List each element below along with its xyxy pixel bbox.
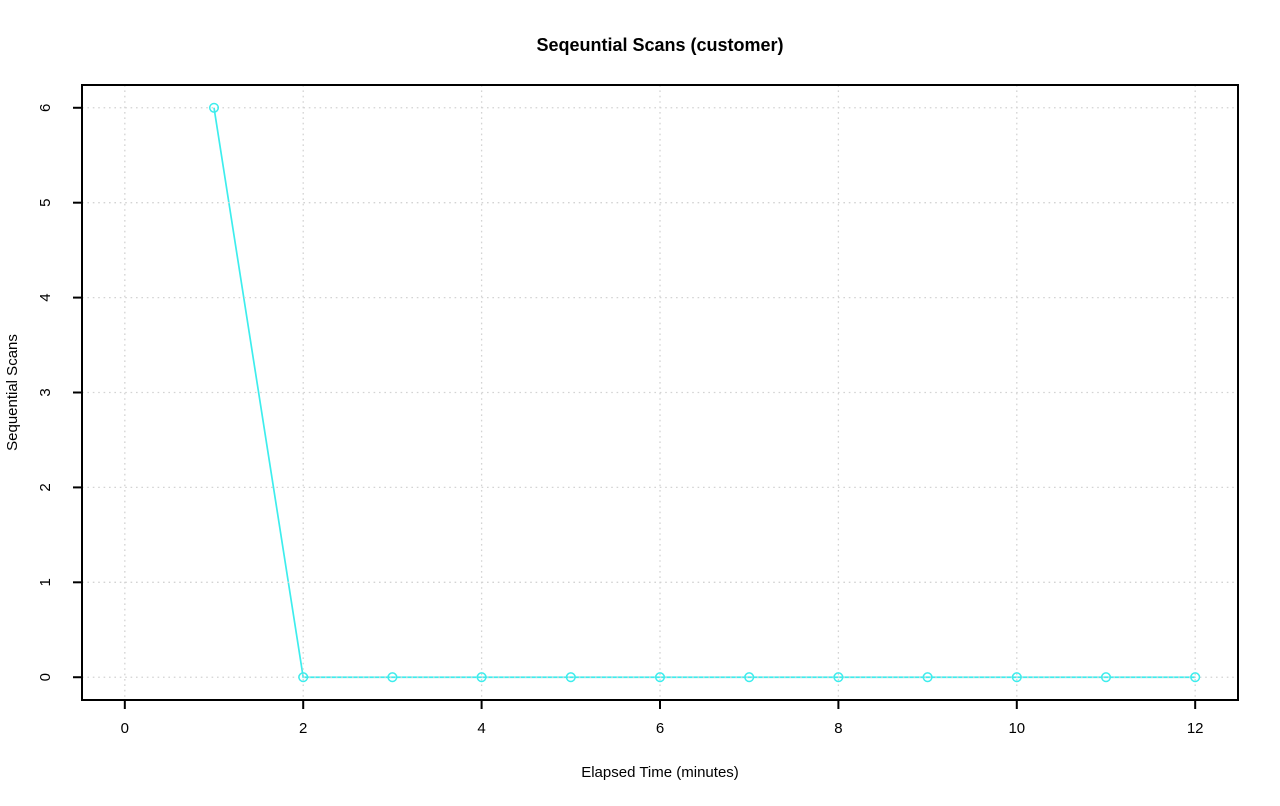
data-points-layer <box>208 102 1201 683</box>
y-tick-label: 6 <box>37 104 54 112</box>
data-point <box>298 672 309 683</box>
y-tick-label: 4 <box>37 293 54 301</box>
x-axis-tick-labels: 0 2 4 6 8 10 12 <box>121 720 1204 737</box>
data-point <box>833 672 844 683</box>
x-axis-label: Elapsed Time (minutes) <box>581 764 739 781</box>
data-point <box>1011 672 1022 683</box>
y-tick-label: 0 <box>37 673 54 681</box>
x-axis-ticks <box>123 700 1197 709</box>
gridlines-layer <box>82 85 1238 700</box>
y-tick-label: 1 <box>37 578 54 586</box>
x-tick-label: 4 <box>477 720 485 737</box>
data-point <box>565 672 576 683</box>
data-point <box>922 672 933 683</box>
data-point <box>476 672 487 683</box>
x-tick-label: 8 <box>834 720 842 737</box>
data-point <box>387 672 398 683</box>
data-point <box>1100 672 1112 683</box>
data-point <box>744 672 755 683</box>
data-point <box>1190 672 1201 683</box>
y-tick-label: 2 <box>37 483 54 491</box>
x-tick-label: 12 <box>1187 720 1204 737</box>
y-axis-label: Sequential Scans <box>4 334 21 451</box>
x-tick-label: 6 <box>656 720 664 737</box>
x-tick-label: 2 <box>299 720 307 737</box>
y-tick-label: 3 <box>37 388 54 396</box>
x-tick-label: 10 <box>1008 720 1025 737</box>
chart-title: Seqeuntial Scans (customer) <box>536 35 783 55</box>
x-tick-label: 0 <box>121 720 129 737</box>
data-point <box>208 102 220 113</box>
data-point <box>654 672 666 683</box>
y-axis-tick-labels: 0 1 2 3 4 5 6 <box>37 104 54 682</box>
y-tick-label: 5 <box>37 199 54 207</box>
y-axis-ticks <box>73 106 82 679</box>
